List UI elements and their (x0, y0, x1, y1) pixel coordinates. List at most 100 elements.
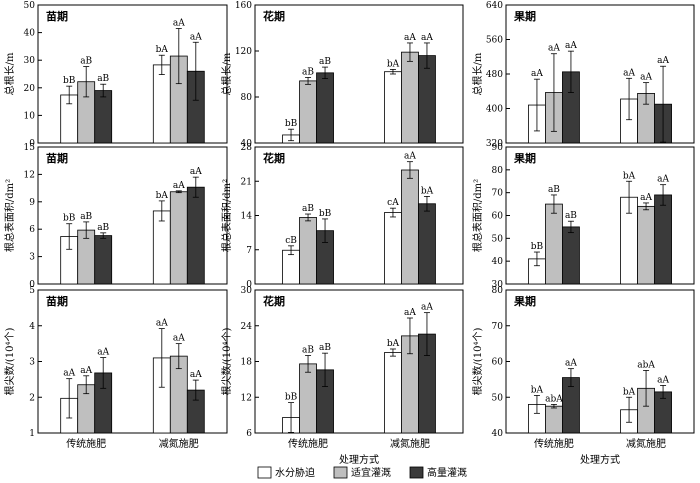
y-tick-label: 60 (492, 212, 504, 222)
significance-label: aB (80, 57, 92, 67)
y-axis-label: 总根长/m (3, 52, 16, 95)
y-tick-label: 40 (241, 139, 253, 149)
panel-title: 苗期 (46, 9, 68, 23)
panel-title: 果期 (513, 151, 536, 165)
panel-title: 果期 (513, 9, 536, 23)
y-axis-label: 根总表面积/dm² (471, 179, 484, 252)
significance-label: aB (80, 212, 92, 222)
y-axis-label: 根尖数/(10⁴个) (3, 327, 16, 395)
legend-label: 适宜灌溉 (351, 466, 391, 479)
bar (545, 405, 563, 434)
significance-label: aA (404, 152, 416, 162)
bar (418, 203, 436, 285)
y-tick-label: 28 (241, 143, 253, 153)
x-tick-label: 传统施肥 (534, 437, 574, 450)
y-axis-label: 根总表面积/dm² (220, 179, 233, 252)
significance-label: aA (548, 44, 560, 54)
bar (545, 203, 563, 285)
y-tick-label: 60 (492, 358, 504, 368)
y-axis-label: 总根长/m (471, 52, 484, 95)
significance-label: bA (623, 171, 636, 181)
x-tick-label: 传统施肥 (66, 437, 106, 450)
y-tick-label: 5 (29, 286, 35, 296)
bar (299, 80, 317, 144)
significance-label: aA (156, 319, 168, 329)
x-tick-label: 减氮施肥 (159, 437, 199, 450)
legend-swatch (333, 466, 348, 479)
y-tick-label: 9 (29, 198, 35, 208)
y-tick-label: 40 (24, 29, 36, 39)
y-tick-label: 0 (29, 280, 35, 290)
bar (152, 210, 171, 285)
significance-label: aA (404, 308, 416, 318)
bar (169, 191, 188, 285)
significance-label: aA (173, 18, 185, 28)
y-axis-label: 根尖数/(10⁴个) (471, 327, 484, 395)
bar (94, 235, 113, 285)
legend-label: 水分胁迫 (275, 466, 315, 479)
significance-label: bB (285, 119, 298, 129)
y-tick-label: 30 (241, 286, 253, 296)
y-tick-label: 0 (29, 139, 35, 149)
bar (637, 205, 655, 285)
y-tick-label: 560 (486, 36, 503, 46)
y-axis-label: 总根长/m (220, 52, 233, 95)
y-tick-label: 70 (492, 322, 504, 332)
significance-label: aA (190, 32, 202, 42)
significance-label: bA (387, 339, 400, 349)
y-tick-label: 80 (492, 286, 504, 296)
significance-label: aB (97, 74, 109, 84)
significance-label: aB (319, 343, 331, 353)
significance-label: aA (531, 69, 543, 79)
bar (401, 169, 419, 285)
significance-label: aA (657, 56, 669, 66)
y-tick-label: 480 (486, 70, 503, 80)
y-axis-label: 根总表面积/dm² (3, 179, 16, 252)
bar (384, 352, 402, 434)
significance-label: cB (285, 236, 297, 246)
significance-label: bB (63, 214, 76, 224)
significance-label: bA (387, 59, 400, 69)
y-tick-label: 14 (241, 212, 253, 222)
significance-label: bA (623, 387, 636, 397)
significance-label: aA (63, 369, 75, 379)
significance-label: aA (623, 68, 635, 78)
significance-label: aA (421, 303, 433, 313)
bar (384, 212, 402, 285)
y-tick-label: 4 (29, 322, 35, 332)
y-tick-label: 20 (24, 84, 36, 94)
significance-label: aB (302, 67, 314, 77)
panel-title: 果期 (513, 294, 536, 308)
panel-8: 4050607080果期根尖数/(10⁴个)传统施肥bAabAaA减氮施肥bAa… (471, 286, 695, 466)
y-tick-label: 400 (486, 105, 503, 115)
bar (299, 363, 317, 434)
significance-label: aA (421, 33, 433, 43)
y-tick-label: 70 (492, 189, 504, 199)
significance-label: aA (97, 348, 109, 358)
significance-label: aA (190, 370, 202, 380)
y-tick-label: 90 (492, 143, 504, 153)
bar (299, 217, 317, 285)
y-tick-label: 160 (235, 1, 252, 11)
panel-title: 花期 (263, 294, 285, 308)
significance-label: aA (640, 193, 652, 203)
legend-swatch (257, 466, 272, 479)
y-tick-label: 640 (486, 1, 503, 11)
legend-label: 高量灌溉 (427, 466, 467, 479)
y-tick-label: 18 (241, 358, 253, 368)
significance-label: aA (190, 167, 202, 177)
y-tick-label: 30 (492, 280, 504, 290)
x-axis-label: 处理方式 (580, 453, 620, 466)
y-tick-label: 3 (29, 253, 35, 263)
significance-label: bB (63, 76, 76, 86)
y-tick-label: 30 (24, 56, 36, 66)
significance-label: aB (319, 57, 331, 67)
y-tick-label: 1 (29, 429, 35, 439)
significance-label: bA (531, 385, 544, 395)
significance-label: aA (657, 175, 669, 185)
